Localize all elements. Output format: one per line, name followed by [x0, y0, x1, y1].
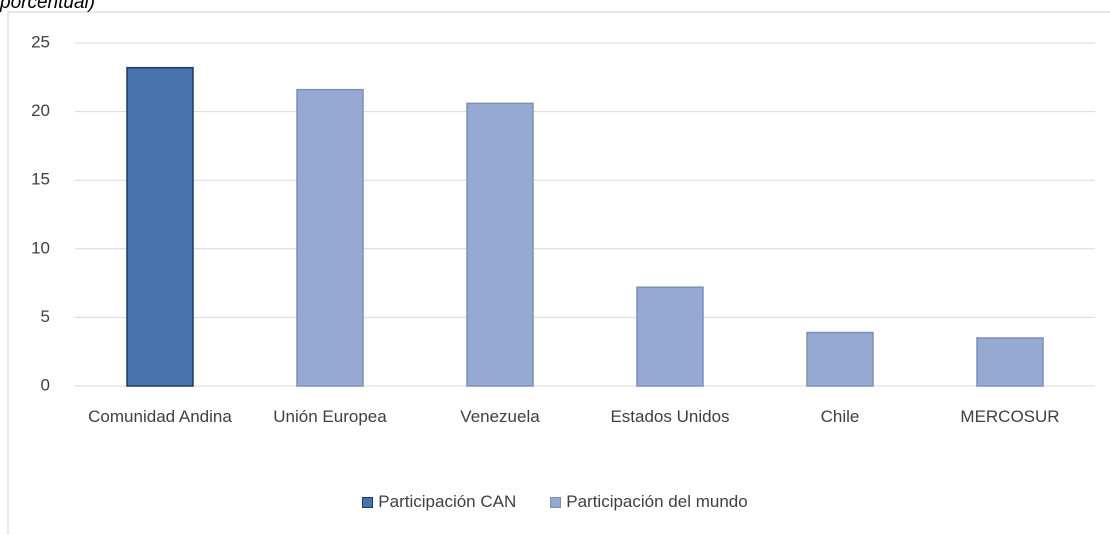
x-tick-label: Estados Unidos — [610, 407, 730, 426]
x-tick-label: Comunidad Andina — [88, 407, 232, 426]
bar — [636, 286, 704, 387]
bar — [466, 102, 534, 387]
bar — [126, 66, 194, 387]
chart-frame — [7, 11, 1110, 535]
chart-title: porcentual) — [0, 0, 95, 13]
y-tick-label: 10 — [31, 238, 50, 257]
legend: Participación CAN Participación del mundo — [0, 492, 1110, 512]
x-tick-label: Chile — [820, 407, 860, 426]
x-tick-label: MERCOSUR — [960, 407, 1060, 426]
bar — [806, 331, 874, 387]
x-tick-label: Venezuela — [460, 407, 540, 426]
legend-swatch — [550, 496, 562, 508]
y-tick-label: 20 — [31, 101, 50, 120]
legend-item: Participación CAN — [362, 492, 516, 512]
legend-swatch — [362, 496, 374, 508]
bar — [976, 337, 1044, 387]
bar — [296, 88, 364, 387]
legend-label: Participación CAN — [378, 492, 517, 511]
x-tick-label: Unión Europea — [273, 407, 387, 426]
legend-label: Participación del mundo — [566, 492, 748, 511]
legend-item: Participación del mundo — [550, 492, 748, 512]
y-tick-label: 15 — [31, 170, 50, 189]
y-tick-label: 25 — [31, 32, 50, 51]
y-tick-label: 0 — [41, 375, 50, 394]
y-tick-label: 5 — [41, 307, 50, 326]
